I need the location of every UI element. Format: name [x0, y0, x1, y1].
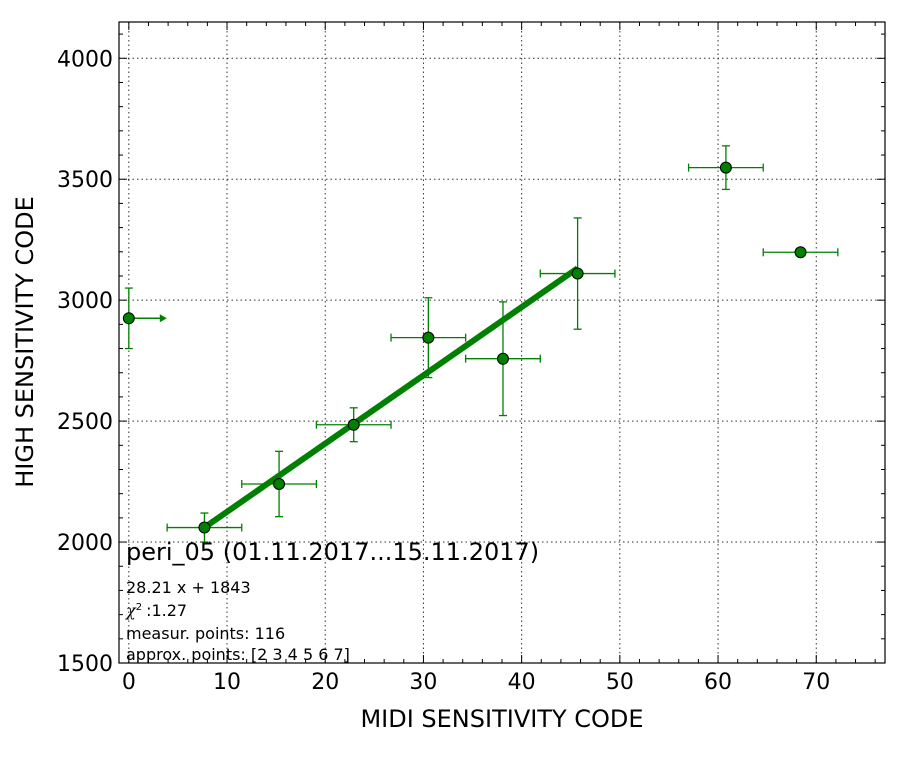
data-point: [719, 161, 732, 174]
grid-lines: [119, 22, 885, 663]
data-point: [122, 312, 135, 325]
y-tick-label: 2500: [57, 410, 113, 435]
fit-layer: [202, 265, 580, 530]
x-tick-label: 50: [606, 670, 634, 695]
arrow-head: [159, 314, 167, 323]
x-tick-label: 10: [213, 670, 241, 695]
data-point: [347, 418, 360, 431]
annotation: peri_05 (01.11.2017...15.11.2017) 28.21 …: [125, 538, 539, 664]
data-point: [422, 331, 435, 344]
y-tick-label: 3000: [57, 289, 113, 314]
data-point: [198, 521, 211, 534]
chi-squared-superscript: 2: [136, 602, 142, 613]
y-tick-labels: 1500 2000 2500 3000 3500 4000: [57, 47, 113, 677]
data-point: [571, 267, 584, 280]
x-tick-label: 60: [704, 670, 732, 695]
annotation-equation: 28.21 x + 1843: [126, 578, 251, 597]
y-tick-label: 4000: [57, 47, 113, 72]
fit-line: [202, 265, 580, 530]
data-point: [794, 246, 807, 259]
error-bars: [124, 145, 839, 543]
data-points: [122, 161, 807, 534]
x-tick-label: 0: [122, 670, 136, 695]
y-tick-label: 2000: [57, 531, 113, 556]
x-tick-label: 70: [802, 670, 830, 695]
annotation-approx-points: approx. points: [2 3 4 5 6 7]: [126, 645, 350, 664]
y-tick-label: 3500: [57, 168, 113, 193]
data-point: [496, 352, 509, 365]
data-point: [273, 478, 286, 491]
x-tick-label: 20: [311, 670, 339, 695]
annotation-chi: χ2 :1.27: [125, 601, 187, 620]
annotation-title: peri_05 (01.11.2017...15.11.2017): [126, 538, 539, 566]
minor-ticks: [119, 22, 885, 664]
plot-frame: [118, 21, 886, 664]
x-axis-title: MIDI SENSITIVITY CODE: [360, 705, 643, 733]
y-tick-label: 1500: [57, 652, 113, 677]
chi-value: :1.27: [146, 601, 187, 620]
x-tick-label: 30: [409, 670, 437, 695]
x-tick-labels: 0 10 20 30 40 50 60 70: [122, 670, 830, 695]
annotation-measur-points: measur. points: 116: [126, 624, 285, 643]
chi-symbol: χ: [125, 601, 137, 620]
x-tick-label: 40: [508, 670, 536, 695]
y-axis-title: HIGH SENSITIVITY CODE: [11, 196, 39, 488]
